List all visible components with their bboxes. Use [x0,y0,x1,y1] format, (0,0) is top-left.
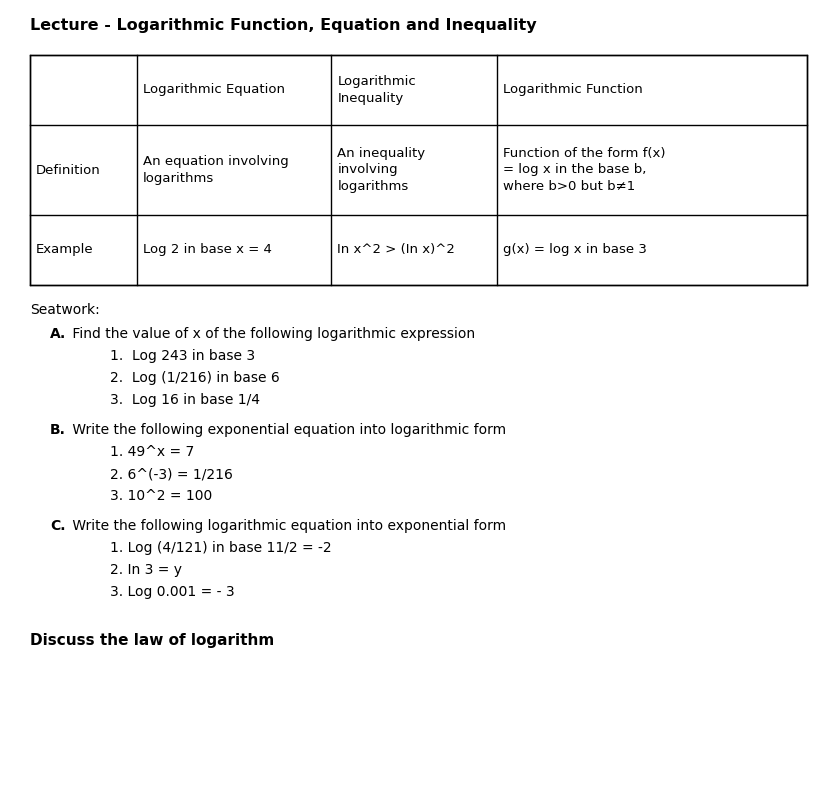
Text: Example: Example [36,244,94,256]
Text: Find the value of x of the following logarithmic expression: Find the value of x of the following log… [68,327,475,341]
Text: 2. 6^(-3) = 1/216: 2. 6^(-3) = 1/216 [110,467,232,481]
Text: B.: B. [50,423,66,437]
Text: A.: A. [50,327,66,341]
Text: Function of the form f(x)
= log x in the base b,
where b>0 but b≠1: Function of the form f(x) = log x in the… [502,147,665,193]
Bar [30,55,806,285]
Text: C.: C. [50,519,65,533]
Text: g(x) = log x in base 3: g(x) = log x in base 3 [502,244,646,256]
Text: 2. In 3 = y: 2. In 3 = y [110,563,181,577]
Text: 3. Log 0.001 = - 3: 3. Log 0.001 = - 3 [110,585,234,599]
Text: Logarithmic Equation: Logarithmic Equation [143,83,285,96]
Text: Log 2 in base x = 4: Log 2 in base x = 4 [143,244,272,256]
Text: Seatwork:: Seatwork: [30,303,99,317]
Text: Write the following exponential equation into logarithmic form: Write the following exponential equation… [68,423,506,437]
Text: 2.  Log (1/216) in base 6: 2. Log (1/216) in base 6 [110,371,279,385]
Text: 1. 49^x = 7: 1. 49^x = 7 [110,445,194,459]
Text: 3. 10^2 = 100: 3. 10^2 = 100 [110,489,212,503]
Text: 1. Log (4/121) in base 11/2 = -2: 1. Log (4/121) in base 11/2 = -2 [110,541,331,555]
Text: Lecture - Logarithmic Function, Equation and Inequality: Lecture - Logarithmic Function, Equation… [30,18,536,33]
Text: An equation involving
logarithms: An equation involving logarithms [143,155,288,185]
Text: Definition: Definition [36,163,100,176]
Text: Discuss the law of logarithm: Discuss the law of logarithm [30,633,274,648]
Text: In x^2 > (In x)^2: In x^2 > (In x)^2 [337,244,455,256]
Text: Write the following logarithmic equation into exponential form: Write the following logarithmic equation… [68,519,506,533]
Text: An inequality
involving
logarithms: An inequality involving logarithms [337,147,425,193]
Text: Logarithmic
Inequality: Logarithmic Inequality [337,75,415,105]
Text: 3.  Log 16 in base 1/4: 3. Log 16 in base 1/4 [110,393,260,407]
Text: Logarithmic Function: Logarithmic Function [502,83,642,96]
Text: 1.  Log 243 in base 3: 1. Log 243 in base 3 [110,349,255,363]
